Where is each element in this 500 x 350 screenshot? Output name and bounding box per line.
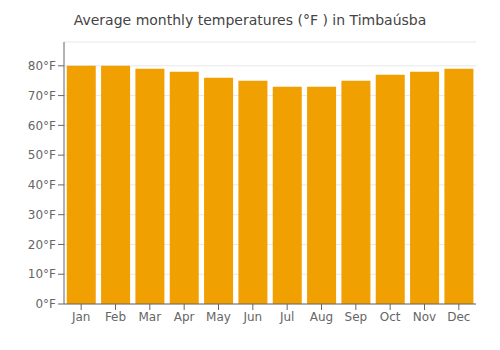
svg-text:Mar: Mar [139, 310, 162, 324]
svg-text:Jan: Jan [71, 310, 91, 324]
svg-text:Sep: Sep [345, 310, 368, 324]
svg-text:50°F: 50°F [28, 148, 56, 162]
svg-text:Jun: Jun [242, 310, 262, 324]
svg-text:70°F: 70°F [28, 89, 56, 103]
svg-text:80°F: 80°F [28, 59, 56, 73]
html-text:Average monthly temperatures (: Average monthly temperatures (°F ) in Ti… [73, 12, 427, 28]
svg-text:20°F: 20°F [28, 238, 56, 252]
svg-text:Feb: Feb [105, 310, 126, 324]
svg-text:Aug: Aug [310, 310, 333, 324]
svg-text:10°F: 10°F [28, 267, 56, 281]
svg-text:60°F: 60°F [28, 119, 56, 133]
svg-text:Dec: Dec [447, 310, 470, 324]
svg-text:30°F: 30°F [28, 208, 56, 222]
svg-text:40°F: 40°F [28, 178, 56, 192]
svg-text:May: May [206, 310, 231, 324]
svg-text:0°F: 0°F [35, 297, 56, 311]
svg-text:Oct: Oct [380, 310, 401, 324]
svg-text:Jul: Jul [279, 310, 294, 324]
svg-text:Apr: Apr [174, 310, 195, 324]
svg-text:Nov: Nov [413, 310, 436, 324]
